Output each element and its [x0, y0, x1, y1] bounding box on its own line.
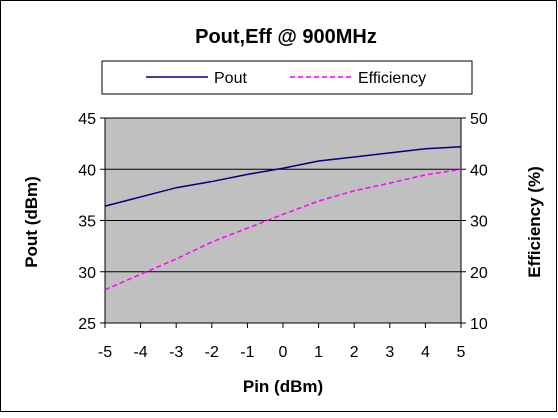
- y-axis-ticks: 25 30 35 40 45: [78, 111, 105, 333]
- series-lines: [104, 145, 462, 291]
- x-tick-label: 2: [350, 344, 359, 361]
- x-tick-label: -4: [133, 344, 147, 361]
- y2-tick-label: 50: [470, 111, 488, 128]
- y-tick-label: 35: [78, 214, 96, 231]
- legend-label-efficiency: Efficiency: [358, 70, 426, 87]
- x-axis-ticks: -5 -4 -3 -2 -1 0 1 2 3 4 5: [98, 323, 466, 361]
- y-tick-label: 25: [78, 316, 96, 333]
- y-tick-label: 40: [78, 162, 96, 179]
- x-axis-label: Pin (dBm): [243, 377, 323, 396]
- x-tick-label: -5: [98, 344, 112, 361]
- y2-tick-label: 30: [470, 214, 488, 231]
- x-tick-label: 1: [314, 344, 323, 361]
- y-tick-label: 45: [78, 111, 96, 128]
- y-axis-label: Pout (dBm): [22, 176, 41, 268]
- series-line-efficiency: [104, 168, 462, 291]
- x-tick-label: -3: [169, 344, 183, 361]
- x-tick-label: 5: [457, 344, 466, 361]
- legend-label-pout: Pout: [214, 70, 247, 87]
- legend: Pout Efficiency: [101, 60, 473, 95]
- y-tick-label: 30: [78, 265, 96, 282]
- y2-tick-label: 10: [470, 316, 488, 333]
- x-tick-label: 4: [421, 344, 430, 361]
- y2-tick-label: 40: [470, 162, 488, 179]
- x-tick-label: -1: [240, 344, 254, 361]
- gridlines: [105, 168, 461, 273]
- series-line-pout: [104, 145, 462, 207]
- x-tick-label: 3: [385, 344, 394, 361]
- x-tick-label: 0: [279, 344, 288, 361]
- y2-axis-label: Efficiency (%): [525, 166, 544, 277]
- y2-axis-ticks: 10 20 30 40 50: [461, 111, 488, 333]
- x-tick-label: -2: [205, 344, 219, 361]
- y2-tick-label: 20: [470, 265, 488, 282]
- chart-title: Pout,Eff @ 900MHz: [195, 26, 377, 48]
